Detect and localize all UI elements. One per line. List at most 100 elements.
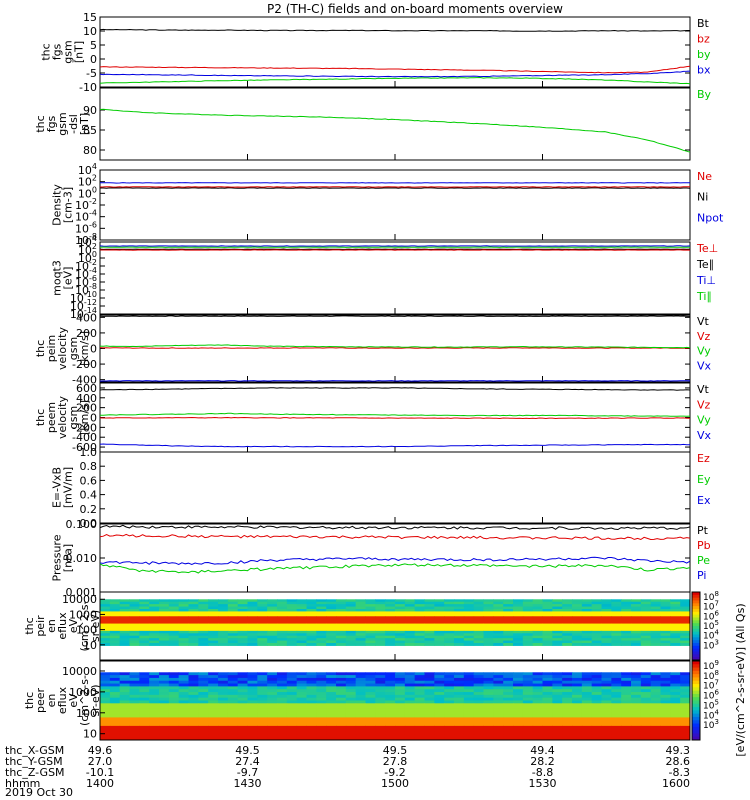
series-Pb bbox=[99, 533, 691, 541]
colorbar-step bbox=[692, 628, 700, 633]
heatmap-cell bbox=[522, 672, 534, 676]
heatmap-cell bbox=[218, 618, 229, 622]
heatmap-cell bbox=[660, 635, 671, 639]
heatmap-cell bbox=[306, 630, 317, 634]
heatmap-cell bbox=[129, 626, 140, 629]
heatmap-cell bbox=[562, 638, 573, 642]
heatmap-cell bbox=[257, 692, 268, 696]
heatmap-cell bbox=[267, 708, 278, 713]
heatmap-cell bbox=[522, 692, 534, 696]
heatmap-cell bbox=[306, 638, 317, 642]
heatmap-cell bbox=[208, 623, 219, 627]
heatmap-cell bbox=[149, 611, 160, 615]
heatmap-cell bbox=[650, 692, 661, 696]
heatmap-cell bbox=[542, 683, 553, 687]
heatmap-cell bbox=[296, 720, 307, 724]
heatmap-cell bbox=[227, 677, 239, 682]
heatmap-cell bbox=[296, 697, 307, 701]
heatmap-cell bbox=[296, 706, 307, 710]
series-bx bbox=[99, 70, 691, 78]
heatmap-cell bbox=[159, 694, 170, 699]
heatmap-cell bbox=[159, 734, 170, 738]
heatmap-cell bbox=[395, 677, 406, 682]
heatmap-cell bbox=[404, 700, 416, 704]
heatmap-cell bbox=[542, 731, 553, 735]
heatmap-cell bbox=[355, 706, 366, 710]
heatmap-cell bbox=[463, 630, 475, 634]
heatmap-cell bbox=[404, 686, 416, 690]
heatmap-cell bbox=[611, 723, 622, 727]
heatmap-cell bbox=[316, 689, 327, 693]
heatmap-cell bbox=[395, 683, 406, 687]
heatmap-cell bbox=[552, 640, 563, 644]
heatmap-cell bbox=[237, 728, 248, 733]
heatmap-cell bbox=[414, 692, 425, 696]
heatmap-cell bbox=[168, 628, 180, 632]
heatmap-cell bbox=[611, 692, 622, 696]
heatmap-cell bbox=[434, 692, 445, 696]
heatmap-cell bbox=[601, 689, 612, 693]
heatmap-cell bbox=[178, 694, 189, 699]
heatmap-cell bbox=[404, 675, 416, 679]
heatmap-cell bbox=[267, 621, 278, 625]
heatmap-cell bbox=[159, 706, 170, 710]
heatmap-cell bbox=[296, 599, 307, 603]
tick-base: 10 bbox=[703, 721, 715, 731]
heatmap-cell bbox=[218, 640, 229, 644]
y-tick-label: 5 bbox=[90, 39, 97, 52]
heatmap-cell bbox=[365, 640, 376, 644]
heatmap-cell bbox=[277, 675, 288, 679]
heatmap-cell bbox=[159, 606, 170, 610]
heatmap-cell bbox=[336, 643, 347, 646]
heatmap-cell bbox=[424, 638, 435, 642]
heatmap-cell bbox=[139, 706, 150, 710]
heatmap-cell bbox=[572, 618, 583, 622]
y-axis-label-line: -dsl bbox=[67, 114, 80, 134]
heatmap-cell bbox=[532, 731, 543, 735]
heatmap-cell bbox=[670, 626, 681, 629]
colorbar-tick-label: 109 bbox=[703, 659, 719, 672]
heatmap-cell bbox=[493, 725, 504, 730]
heatmap-cell bbox=[532, 635, 543, 639]
heatmap-cell bbox=[404, 672, 416, 676]
heatmap-cell bbox=[650, 628, 661, 632]
heatmap-cell bbox=[395, 725, 406, 730]
heatmap-cell bbox=[316, 734, 327, 738]
heatmap-cell bbox=[473, 621, 484, 625]
heatmap-cell bbox=[149, 692, 160, 696]
heatmap-cell bbox=[385, 613, 396, 617]
heatmap-cell bbox=[522, 694, 534, 699]
heatmap-cell bbox=[365, 616, 376, 620]
x-tick-value: 27.0 bbox=[88, 755, 113, 768]
heatmap-cell bbox=[119, 630, 130, 634]
legend-entry: Vz bbox=[697, 330, 711, 343]
panels-group: thcfgsgsm[nT]151050-5-10Btbzbybxthcfgsgs… bbox=[23, 11, 747, 757]
y-tick-label: -600 bbox=[72, 441, 97, 454]
heatmap-cell bbox=[473, 723, 484, 727]
heatmap-cell bbox=[670, 680, 681, 685]
heatmap-cell bbox=[119, 720, 130, 724]
heatmap-cell bbox=[473, 599, 484, 603]
heatmap-cell bbox=[237, 643, 248, 646]
heatmap-cell bbox=[660, 599, 671, 603]
heatmap-cell bbox=[532, 675, 543, 679]
colorbar-step bbox=[692, 710, 700, 715]
y-axis-label: thcfgsgsm[nT] bbox=[40, 40, 86, 63]
heatmap-cell bbox=[159, 613, 170, 617]
heatmap-cell bbox=[198, 613, 209, 617]
heatmap-cell bbox=[640, 689, 652, 693]
heatmap-cell bbox=[473, 708, 484, 713]
heatmap-cell bbox=[198, 717, 209, 721]
heatmap-cell bbox=[188, 728, 199, 733]
heatmap-cell bbox=[581, 606, 593, 610]
heatmap-cell bbox=[454, 635, 465, 639]
heatmap-cell bbox=[306, 621, 317, 625]
heatmap-cell bbox=[345, 621, 357, 625]
heatmap-cell bbox=[601, 601, 612, 605]
heatmap-cell bbox=[414, 611, 425, 615]
heatmap-cell bbox=[218, 633, 229, 637]
heatmap-cell bbox=[178, 683, 189, 687]
heatmap-cell bbox=[601, 621, 612, 625]
heatmap-cell bbox=[109, 609, 121, 612]
